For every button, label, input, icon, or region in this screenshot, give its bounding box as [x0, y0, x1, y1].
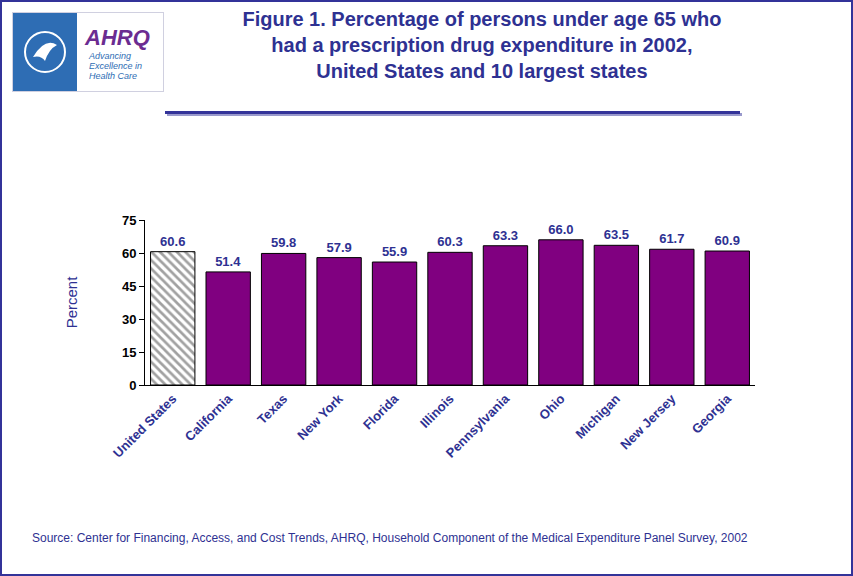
svg-text:Ohio: Ohio — [536, 391, 568, 423]
svg-text:New Jersey: New Jersey — [617, 391, 679, 453]
svg-text:45: 45 — [122, 279, 136, 294]
svg-text:60.9: 60.9 — [715, 233, 740, 248]
svg-text:15: 15 — [122, 345, 136, 360]
svg-text:60.3: 60.3 — [437, 234, 462, 249]
html-text:Advancing Excellence in Health: Advancing Excellence in Health Care — [89, 51, 142, 81]
svg-text:California: California — [182, 391, 236, 445]
svg-text:59.8: 59.8 — [271, 235, 296, 250]
svg-text:63.3: 63.3 — [493, 228, 518, 243]
svg-text:New York: New York — [294, 391, 346, 443]
svg-text:51.4: 51.4 — [215, 254, 241, 269]
svg-text:63.5: 63.5 — [604, 227, 629, 242]
svg-text:Figure 1. Percentage of person: Figure 1. Percentage of persons under ag… — [242, 8, 721, 82]
svg-text:75: 75 — [122, 213, 136, 228]
svg-text:55.9: 55.9 — [382, 244, 407, 259]
html-text:AHRQ: AHRQ — [85, 25, 150, 50]
svg-text:Texas: Texas — [254, 391, 290, 427]
svg-text:66.0: 66.0 — [548, 222, 573, 237]
svg-text:60: 60 — [122, 246, 136, 261]
svg-text:60.6: 60.6 — [160, 234, 185, 249]
svg-text:57.9: 57.9 — [326, 240, 351, 255]
svg-text:Source: Center for Financing,: Source: Center for Financing, Access, an… — [32, 531, 748, 545]
svg-text:30: 30 — [122, 312, 136, 327]
svg-text:Pennsylvania: Pennsylvania — [443, 391, 513, 461]
svg-text:Illinois: Illinois — [417, 391, 457, 431]
svg-text:Florida: Florida — [360, 391, 402, 433]
svg-text:Percent: Percent — [63, 276, 80, 329]
svg-text:United States: United States — [110, 391, 179, 460]
svg-text:Michigan: Michigan — [573, 391, 623, 441]
svg-text:61.7: 61.7 — [659, 231, 684, 246]
svg-text:0: 0 — [129, 378, 136, 393]
svg-text:Georgia: Georgia — [689, 391, 735, 437]
